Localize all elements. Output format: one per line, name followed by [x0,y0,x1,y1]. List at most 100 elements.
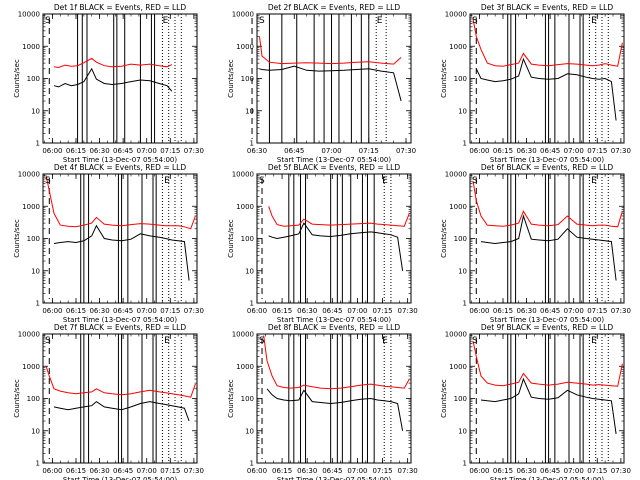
y-tick-label: 100 [27,395,40,403]
series-events-line [266,388,404,431]
x-tick-label: 07:30 [396,147,416,155]
plot-frame [256,333,412,464]
y-tick-label: 1 [36,460,40,468]
y-tick-label: 10000 [18,331,40,339]
x-tick-label: 07:30 [611,307,631,315]
x-axis-label: Start Time (13-Dec-07 05:54:00) [63,316,177,324]
y-tick-label: 1 [250,460,254,468]
panel-title: Det 5f BLACK = Events, RED = LLD [268,163,401,172]
x-tick-label: 06:15 [493,307,513,315]
y-tick-label: 1000 [449,203,467,211]
corner-label-start: S [472,336,478,346]
panel-4: Det 4f BLACK = Events, RED = LLD 1 10 100 10… [13,163,204,324]
corner-label-end: E [591,16,597,26]
series-events-line [475,57,617,121]
panel-2: Det 2f BLACK = Events, RED = LLD 1 10 100 10… [227,3,416,164]
y-tick-label: 1 [36,140,40,148]
corner-label-end: E [164,176,170,186]
y-tick-label: 10 [458,427,467,435]
y-tick-label: 10000 [18,171,40,179]
y-tick-label: 1 [463,140,467,148]
x-tick-label: 06:00 [247,307,267,315]
x-axis-label: Start Time (13-Dec-07 05:54:00) [490,156,604,164]
y-tick-label: 1 [250,140,254,148]
panel-5: Det 5f BLACK = Events, RED = LLD 1 10 100 10… [227,163,418,324]
x-tick-label: 07:30 [611,467,631,475]
corner-label-end: E [164,336,170,346]
y-tick-label: 10000 [232,11,254,19]
corner-label-end: E [377,16,383,26]
x-tick-label: 07:15 [587,307,607,315]
corner-label-end: E [163,16,169,26]
corner-label-start: S [472,176,478,186]
y-axis-label: Counts/sec [227,219,235,258]
x-tick-label: 06:15 [272,307,292,315]
x-tick-label: 06:00 [469,147,489,155]
y-axis-label: Counts/sec [13,379,21,418]
y-tick-label: 10 [31,267,40,275]
series-lld-line [259,36,402,65]
x-tick-label: 06:45 [113,467,133,475]
x-tick-label: 07:15 [359,147,379,155]
y-tick-label: 10 [245,427,254,435]
y-tick-label: 10 [245,107,254,115]
x-axis-label: Start Time (13-Dec-07 05:54:00) [277,476,391,480]
x-tick-label: 07:30 [184,147,204,155]
y-tick-label: 10000 [445,331,467,339]
y-axis-label: Counts/sec [440,59,448,98]
x-tick-label: 06:15 [66,147,86,155]
series-lld-line [472,341,623,387]
panel-title: Det 1f BLACK = Events, RED = LLD [54,3,187,12]
series-lld-line [45,175,196,230]
x-tick-label: 06:45 [322,307,342,315]
y-tick-label: 10 [458,267,467,275]
y-axis-label: Counts/sec [440,379,448,418]
panel-title: Det 7f BLACK = Events, RED = LLD [54,323,187,332]
x-tick-label: 06:15 [493,147,513,155]
y-tick-label: 1 [463,460,467,468]
panel-6: Det 6f BLACK = Events, RED = LLD 1 10 100 10… [440,163,631,324]
y-tick-label: 100 [241,395,254,403]
y-tick-label: 100 [454,235,467,243]
y-tick-label: 10 [245,267,254,275]
y-axis-label: Counts/sec [227,59,235,98]
panel-title: Det 3f BLACK = Events, RED = LLD [481,3,614,12]
y-tick-label: 1000 [22,43,40,51]
y-tick-label: 10 [31,427,40,435]
x-tick-label: 06:30 [516,307,536,315]
x-tick-label: 06:00 [247,467,267,475]
corner-label-start: S [45,336,51,346]
y-tick-label: 100 [241,235,254,243]
y-tick-label: 1 [463,300,467,308]
x-tick-label: 06:45 [540,467,560,475]
y-axis-label: Counts/sec [13,59,21,98]
x-tick-label: 06:15 [66,307,86,315]
y-tick-label: 1000 [236,363,254,371]
plot-frame [256,173,412,304]
y-axis-label: Counts/sec [227,379,235,418]
y-tick-label: 10000 [445,11,467,19]
series-lld-line [472,181,623,228]
x-tick-label: 06:45 [540,307,560,315]
x-tick-label: 07:15 [160,307,180,315]
panel-title: Det 2f BLACK = Events, RED = LLD [268,3,401,12]
series-lld-line [45,366,196,398]
x-tick-label: 07:00 [564,147,584,155]
series-events-line [53,67,173,92]
x-axis-label: Start Time (13-Dec-07 05:54:00) [490,476,604,480]
panel-title: Det 9f BLACK = Events, RED = LLD [481,323,614,332]
series-lld-line [472,18,623,67]
y-tick-label: 10 [31,107,40,115]
x-tick-label: 07:00 [137,147,157,155]
x-tick-label: 07:15 [160,467,180,475]
series-lld-line [268,206,410,227]
plot-frame [469,173,625,304]
y-axis-label: Counts/sec [440,219,448,258]
panel-7: Det 7f BLACK = Events, RED = LLD 1 10 100 10… [13,323,204,480]
series-events-line [268,222,404,271]
y-tick-label: 10000 [232,171,254,179]
panel-3: Det 3f BLACK = Events, RED = LLD 1 10 100 10… [440,3,631,164]
corner-label-end: E [591,176,597,186]
x-tick-label: 07:30 [398,467,418,475]
